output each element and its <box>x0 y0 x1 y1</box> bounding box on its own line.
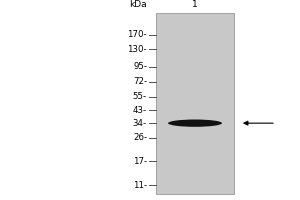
Bar <box>220 13 223 194</box>
Bar <box>169 13 172 194</box>
Bar <box>198 13 201 194</box>
Bar <box>212 13 215 194</box>
Bar <box>156 13 234 194</box>
Text: 55-: 55- <box>133 92 147 101</box>
Text: 1: 1 <box>192 0 198 9</box>
Bar <box>206 13 209 194</box>
Bar <box>172 13 175 194</box>
Text: 43-: 43- <box>133 106 147 115</box>
Bar <box>189 13 192 194</box>
Bar <box>175 13 178 194</box>
Bar <box>167 13 169 194</box>
Bar <box>201 13 203 194</box>
Bar <box>187 13 189 194</box>
Bar <box>184 13 187 194</box>
Bar <box>215 13 218 194</box>
Text: 72-: 72- <box>133 77 147 86</box>
Text: 170-: 170- <box>128 30 147 39</box>
Ellipse shape <box>168 120 222 127</box>
Bar <box>218 13 220 194</box>
Text: 95-: 95- <box>133 62 147 71</box>
Bar <box>178 13 181 194</box>
Text: 17-: 17- <box>133 157 147 166</box>
Bar <box>195 13 198 194</box>
Bar <box>181 13 184 194</box>
Bar <box>209 13 212 194</box>
Text: 26-: 26- <box>133 133 147 142</box>
Bar <box>192 13 195 194</box>
Text: 11-: 11- <box>133 181 147 190</box>
Text: 34-: 34- <box>133 119 147 128</box>
Text: kDa: kDa <box>129 0 147 9</box>
Bar <box>203 13 206 194</box>
Text: 130-: 130- <box>128 45 147 54</box>
